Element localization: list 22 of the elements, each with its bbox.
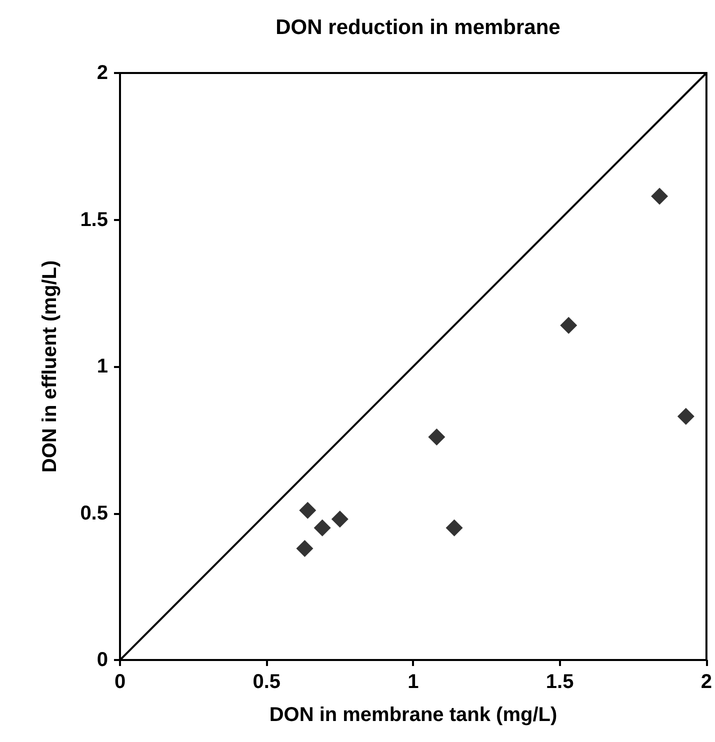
y-tick-label: 0.5 [80, 502, 108, 524]
y-axis-title: DON in effluent (mg/L) [39, 260, 61, 473]
point [296, 540, 314, 557]
point [314, 519, 331, 536]
x-tick-label: 1.5 [546, 671, 574, 693]
point [428, 428, 446, 446]
y-tick-label: 2 [96, 62, 108, 84]
x-tick-label: 0.5 [252, 671, 281, 693]
point [299, 502, 316, 519]
chart-title: DON reduction in membrane [276, 16, 560, 39]
point [677, 408, 694, 425]
point [651, 188, 668, 205]
x-tick-label: 1 [408, 671, 419, 693]
y-tick-label: 1.5 [80, 208, 108, 231]
x-tick-label: 2 [700, 671, 712, 693]
point [560, 316, 578, 334]
point [446, 519, 463, 536]
y-tick-label: 1 [96, 356, 108, 378]
x-tick-label: 0 [114, 671, 126, 693]
x-axis-title: DON in membrane tank (mg/L) [269, 704, 558, 726]
y-tick-label: 0 [96, 649, 108, 671]
point [331, 510, 348, 528]
